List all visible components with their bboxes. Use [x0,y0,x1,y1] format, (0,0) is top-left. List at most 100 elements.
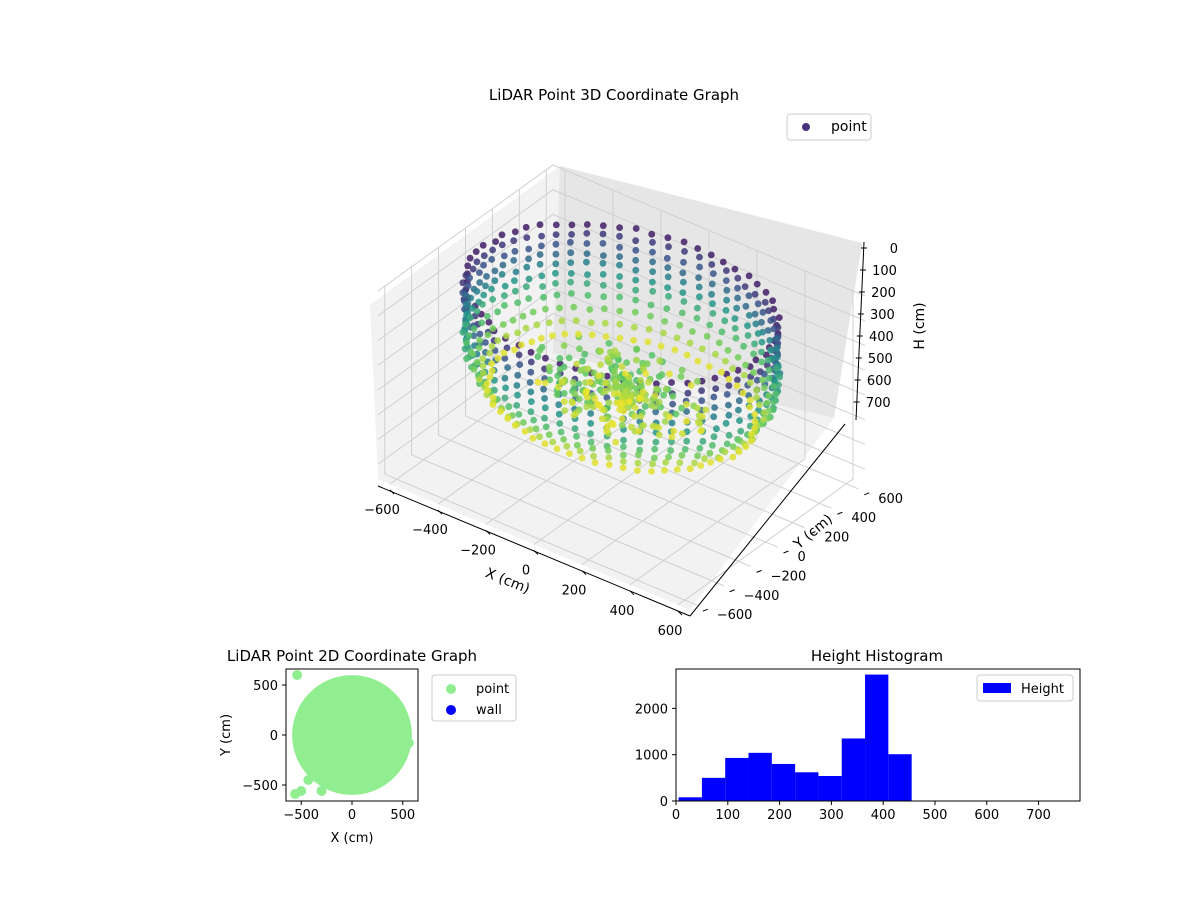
data-point [649,287,657,295]
histogram-bar [748,752,772,801]
data-point [644,338,652,346]
data-point [754,330,762,337]
data-point [600,252,607,259]
data-point [463,339,470,347]
data-point [545,319,553,327]
data-point [770,305,778,313]
data-point [656,357,664,365]
data-point [684,389,692,397]
data-point [706,449,714,457]
data-point [725,401,732,409]
data-point [734,284,741,292]
data-point [635,451,642,459]
grid-line [377,238,866,371]
grid-line [377,288,866,421]
data-point [491,267,499,275]
data-point [504,364,511,371]
data-point [746,403,754,411]
x-tick-label: 0 [672,808,680,823]
data-point [683,417,690,425]
data-point [709,270,717,277]
data-point [573,360,581,368]
point-disc [292,675,412,795]
data-point [472,248,480,256]
z-axis-label-3d: H (cm) [912,302,928,349]
data-point [615,356,622,364]
data-point [735,448,743,456]
data-point [742,443,750,451]
data-point [723,267,730,274]
data-point [473,258,481,266]
data-point [696,263,703,271]
data-point [645,379,652,386]
data-point [751,340,758,348]
data-point [750,369,757,376]
data-point [603,394,611,401]
data-point [655,431,663,439]
data-point [560,342,568,349]
data-point [498,231,506,239]
data-point [611,378,619,385]
data-point [639,388,647,396]
data-point [653,385,660,393]
data-point [770,382,777,390]
data-point [567,259,575,266]
data-point [694,304,701,312]
data-point [708,290,715,298]
x-tick-label: 500 [923,808,948,823]
data-point [694,377,701,385]
data-point [723,296,730,304]
data-point [762,288,770,296]
data-point [753,376,761,384]
data-point [597,347,605,355]
data-point [696,253,703,261]
data-point [616,320,624,328]
data-point [611,347,619,355]
data-point [497,408,504,415]
data-point [503,344,511,352]
y-tick [702,608,708,612]
data-point [631,404,639,411]
x-tick [389,489,395,495]
data-point [681,248,688,255]
data-point [751,410,759,418]
data-point [770,325,778,333]
x-tick-label: 100 [715,808,740,823]
histogram-bar [771,763,796,801]
data-point [760,409,768,416]
data-point [647,312,654,320]
data-point [561,407,568,414]
data-point [540,293,547,301]
data-point [681,446,689,453]
data-point [625,398,633,405]
grid-3d [377,164,866,606]
data-point [632,256,640,264]
data-point [541,379,549,387]
data-point [765,374,773,382]
data-point [484,312,491,320]
data-point [758,358,765,366]
data-point [634,467,641,474]
y-tick-label: 2000 [635,702,668,717]
data-point [698,413,706,421]
data-point [601,319,609,327]
x-tick [533,550,539,555]
histogram-bar [795,772,819,801]
data-point [616,307,624,315]
data-point [634,459,642,467]
data-point [676,321,684,329]
z-tick-label: 300 [870,308,895,323]
chart-3d-title: LiDAR Point 3D Coordinate Graph [489,86,739,104]
data-point [488,342,496,350]
data-point [514,391,521,399]
data-point [632,225,640,232]
data-point [731,265,739,273]
y-tick [864,492,870,496]
data-point [536,260,544,268]
data-point [694,245,702,252]
data-point [581,350,589,358]
data-point [561,398,568,405]
data-point [712,350,719,358]
data-point [651,445,659,453]
